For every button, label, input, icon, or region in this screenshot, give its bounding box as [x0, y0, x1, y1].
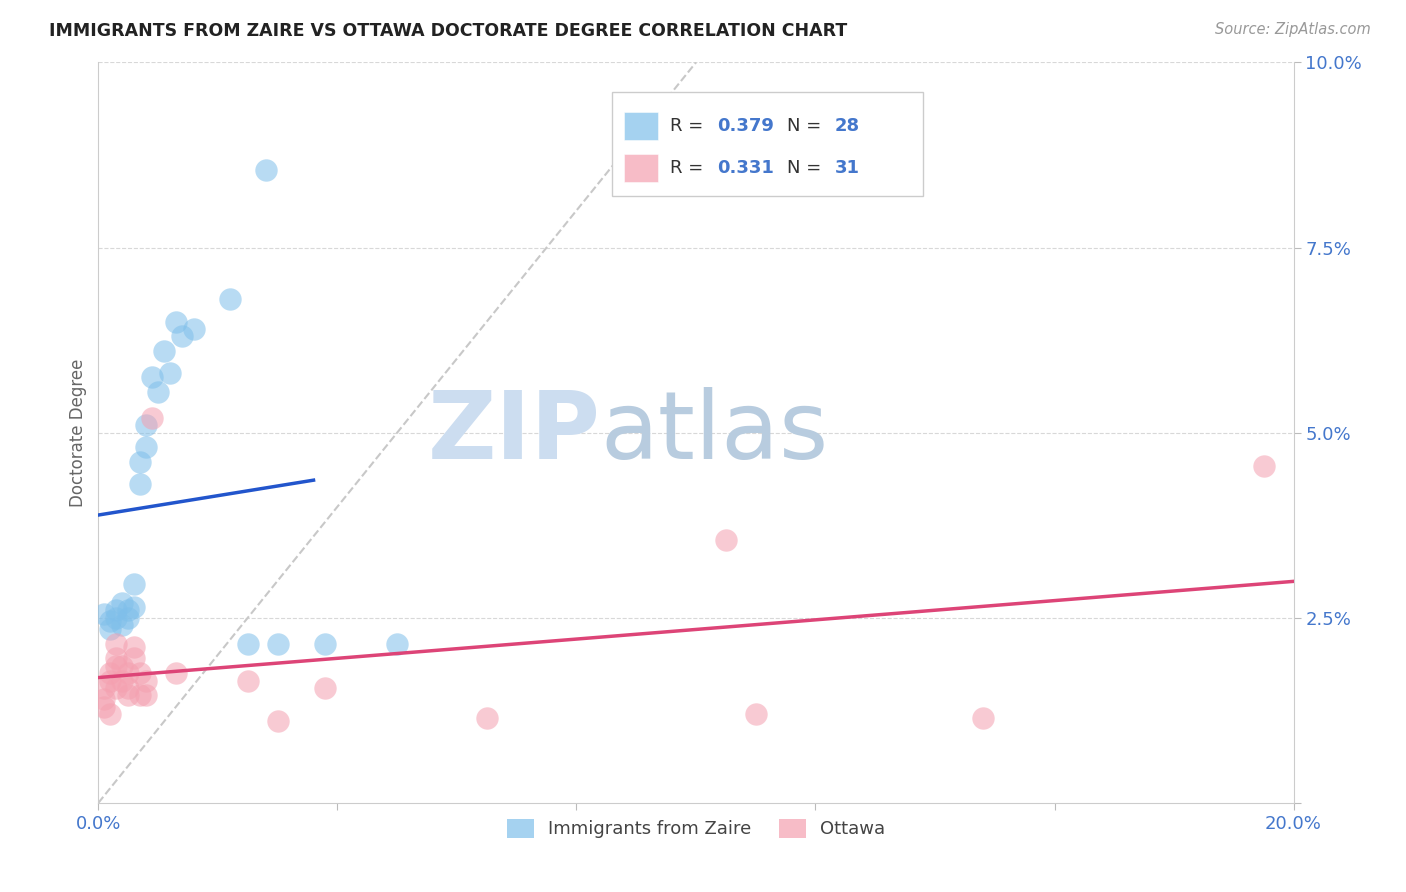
- Text: N =: N =: [787, 117, 827, 135]
- Point: [172, 329, 194, 343]
- Point: [124, 651, 146, 665]
- Point: [98, 666, 122, 681]
- Point: [159, 367, 181, 381]
- Point: [135, 418, 157, 433]
- Point: [98, 615, 122, 629]
- Point: [135, 689, 157, 703]
- Text: 0.379: 0.379: [717, 117, 775, 135]
- Point: [124, 599, 146, 614]
- Point: [236, 673, 259, 688]
- Point: [141, 370, 163, 384]
- Point: [745, 706, 768, 721]
- Point: [93, 681, 115, 695]
- Point: [117, 689, 139, 703]
- Point: [129, 689, 152, 703]
- Legend: Immigrants from Zaire, Ottawa: Immigrants from Zaire, Ottawa: [499, 812, 893, 846]
- Point: [254, 162, 277, 177]
- Point: [117, 610, 139, 624]
- Point: [385, 637, 409, 651]
- Point: [153, 344, 176, 359]
- Point: [111, 673, 134, 688]
- Text: 31: 31: [835, 160, 859, 178]
- Text: N =: N =: [787, 160, 827, 178]
- Point: [236, 637, 259, 651]
- Text: IMMIGRANTS FROM ZAIRE VS OTTAWA DOCTORATE DEGREE CORRELATION CHART: IMMIGRANTS FROM ZAIRE VS OTTAWA DOCTORAT…: [49, 22, 848, 40]
- Point: [124, 640, 146, 655]
- Point: [165, 314, 187, 328]
- Point: [98, 622, 122, 636]
- Point: [98, 673, 122, 688]
- Point: [111, 596, 134, 610]
- Y-axis label: Doctorate Degree: Doctorate Degree: [69, 359, 87, 507]
- Point: [105, 651, 128, 665]
- Point: [129, 477, 152, 491]
- Point: [1253, 458, 1275, 473]
- Text: ZIP: ZIP: [427, 386, 600, 479]
- Point: [714, 533, 737, 547]
- Point: [105, 658, 128, 673]
- Text: 0.331: 0.331: [717, 160, 775, 178]
- Point: [129, 455, 152, 469]
- Text: R =: R =: [669, 117, 709, 135]
- Point: [117, 603, 139, 617]
- Text: atlas: atlas: [600, 386, 828, 479]
- Point: [972, 711, 994, 725]
- Point: [219, 293, 242, 307]
- Point: [315, 681, 337, 695]
- Point: [93, 692, 115, 706]
- Point: [117, 666, 139, 681]
- Point: [111, 658, 134, 673]
- Point: [165, 666, 187, 681]
- Point: [124, 577, 146, 591]
- Point: [105, 637, 128, 651]
- Point: [111, 618, 134, 632]
- Point: [93, 607, 115, 621]
- Point: [93, 699, 115, 714]
- Point: [267, 714, 290, 729]
- Text: Source: ZipAtlas.com: Source: ZipAtlas.com: [1215, 22, 1371, 37]
- Point: [129, 666, 152, 681]
- Point: [475, 711, 498, 725]
- Text: R =: R =: [669, 160, 709, 178]
- Text: 28: 28: [835, 117, 859, 135]
- Point: [105, 681, 128, 695]
- Point: [135, 441, 157, 455]
- Bar: [624, 154, 658, 182]
- Point: [117, 681, 139, 695]
- Point: [105, 610, 128, 624]
- Bar: [624, 112, 658, 140]
- Point: [98, 706, 122, 721]
- Point: [141, 410, 163, 425]
- Point: [267, 637, 290, 651]
- Point: [135, 673, 157, 688]
- Point: [315, 637, 337, 651]
- Point: [105, 603, 128, 617]
- Point: [183, 322, 205, 336]
- Point: [148, 384, 170, 399]
